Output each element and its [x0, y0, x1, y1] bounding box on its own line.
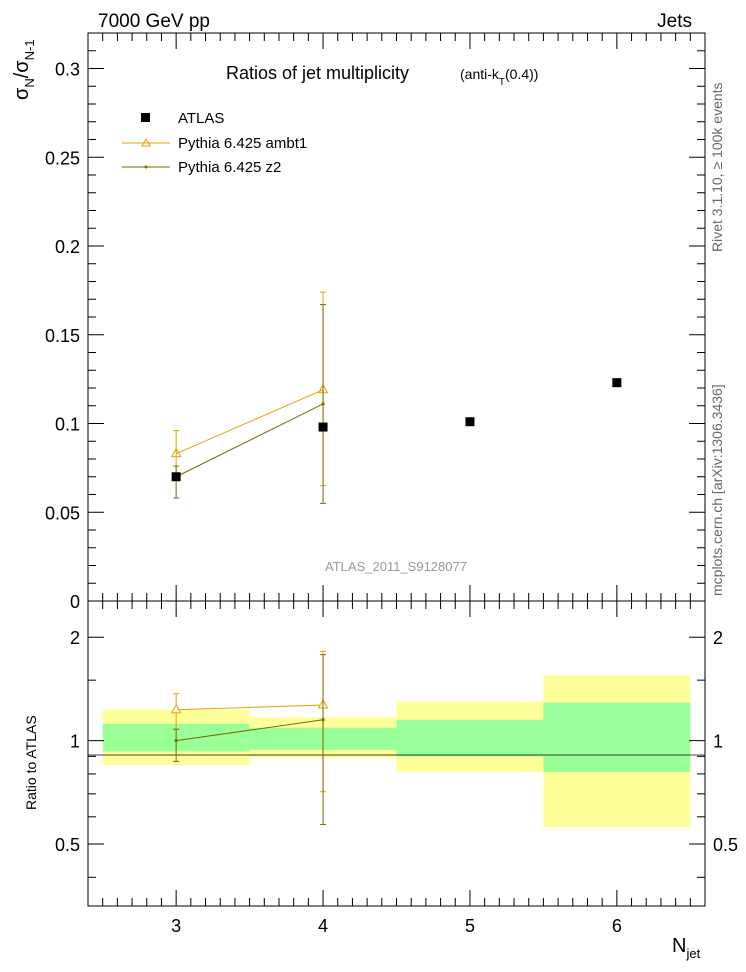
z2-point: [321, 402, 325, 406]
ratio-ytick-label-left: 0.5: [55, 835, 80, 855]
atlas-point: [465, 417, 475, 427]
ratio-xtick-label: 3: [171, 916, 181, 936]
main-ytick-label: 0.1: [55, 415, 80, 435]
ratio-ylabel: Ratio to ATLAS: [23, 715, 39, 810]
main-ytick-label: 0.25: [45, 148, 80, 168]
main-axis-ticks: 0 0.05 0.1 0.15 0.2 0.25 0.3: [45, 33, 705, 612]
header-right: Jets: [657, 11, 692, 32]
series-line-2: [175, 403, 324, 478]
ratio-z2-point: [174, 739, 178, 743]
ratio-bands: [102, 675, 691, 828]
main-ytick-label: 0.05: [45, 503, 80, 523]
main-ytick-label: 0.15: [45, 326, 80, 346]
rivet-label: Rivet 3.1.10, ≥ 100k events: [709, 82, 725, 252]
chart-title-suffix: (anti-kT(0.4)): [460, 66, 538, 88]
legend-ambt1-marker: [141, 137, 151, 147]
ratio-band-green: [396, 719, 544, 757]
ratio-axis-ticks: 0.5 0.5 1 1 2 2 3 4 5 6: [55, 601, 738, 936]
chart-title: Ratios of jet multiplicity: [226, 63, 409, 83]
legend-ambt1-label: Pythia 6.425 ambt1: [178, 135, 307, 152]
ratio-xlabel: Njet: [672, 935, 701, 961]
ratio-data-marks: [170, 650, 329, 825]
legend: ATLAS Pythia 6.425 ambt1 Pythia 6.425 z2: [122, 110, 307, 176]
ratio-ytick-label-right: 2: [713, 628, 723, 648]
atlas-point: [171, 472, 181, 482]
mcplots-label: mcplots.cern.ch [arXiv:1306.3436]: [709, 384, 725, 596]
ratio-band-green: [543, 702, 691, 773]
main-ytick-label: 0.2: [55, 237, 80, 257]
ratio-ytick-label-right: 1: [713, 732, 723, 752]
main-panel: 0 0.05 0.1 0.15 0.2 0.25 0.3 Ratios of jet mul…: [11, 32, 706, 612]
main-ytick-label: 0: [70, 592, 80, 612]
main-ylabel: σN/σN-1: [11, 39, 37, 100]
legend-atlas-label: ATLAS: [178, 110, 224, 127]
ratio-xtick-label: 4: [318, 916, 328, 936]
ratio-series-line-1: [176, 719, 324, 742]
atlas-point: [612, 378, 622, 388]
series-line-1: [175, 389, 324, 455]
header-left: 7000 GeV pp: [98, 11, 210, 32]
legend-z2-marker: [144, 165, 148, 169]
ratio-series-line-0: [176, 704, 324, 711]
ratio-xtick-label: 5: [465, 916, 475, 936]
ratio-ambt1-point: [170, 703, 182, 714]
main-ytick-label: 0.3: [55, 60, 80, 80]
ratio-z2-point: [321, 718, 325, 722]
ratio-ytick-label-right: 0.5: [713, 835, 738, 855]
ambt1-point: [170, 447, 182, 458]
ratio-ytick-label-left: 1: [70, 732, 80, 752]
main-data-marks: [170, 291, 622, 504]
ratio-ytick-label-left: 2: [70, 628, 80, 648]
ratio-panel: 0.5 0.5 1 1 2 2 3 4 5 6 Ratio to ATLAS Njet: [23, 600, 738, 961]
ratio-xtick-label: 6: [612, 916, 622, 936]
legend-z2-label: Pythia 6.425 z2: [178, 159, 281, 176]
ratio-frame: [87, 600, 706, 907]
atlas-point: [318, 422, 328, 432]
legend-atlas-marker: [141, 113, 150, 122]
analysis-watermark: ATLAS_2011_S9128077: [325, 559, 467, 574]
